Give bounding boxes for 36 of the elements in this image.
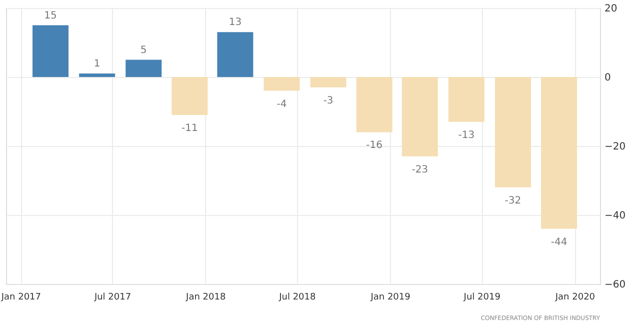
x-tick-label: Jan 2019 [370, 292, 411, 302]
bar [217, 32, 254, 77]
data-label: 1 [94, 58, 100, 70]
y-tick-label: −20 [604, 142, 626, 152]
data-label: -32 [504, 195, 522, 206]
data-label: -13 [458, 130, 475, 141]
data-label: -4 [276, 98, 287, 110]
bar [264, 77, 300, 91]
x-tick-label: Jul 2019 [462, 292, 501, 302]
bar [402, 77, 438, 156]
data-label: 5 [140, 44, 147, 56]
bar [541, 77, 578, 229]
x-tick-label: Jul 2017 [93, 292, 132, 302]
data-label: -16 [366, 140, 383, 152]
bar [32, 25, 69, 77]
data-label: -11 [181, 122, 198, 134]
data-label: -23 [412, 164, 428, 176]
bar [448, 77, 484, 122]
x-tick-label: Jan 2018 [185, 292, 226, 302]
bar [310, 77, 346, 88]
data-label: -44 [550, 236, 568, 248]
x-tick-label: Jul 2018 [278, 292, 316, 302]
data-label: 13 [228, 17, 242, 28]
bar [79, 74, 116, 77]
y-tick-label: 0 [604, 72, 611, 84]
bar [172, 77, 208, 115]
x-tick-label: Jan 2020 [554, 292, 596, 302]
data-label: 15 [44, 10, 57, 22]
x-tick-label: Jan 2017 [0, 292, 41, 302]
y-tick-label: −60 [604, 280, 626, 290]
y-tick-label: −40 [604, 210, 626, 222]
bar [356, 77, 392, 132]
bar [494, 77, 531, 188]
y-tick-label: 20 [604, 4, 618, 14]
bar [126, 60, 162, 77]
data-label: -3 [323, 95, 334, 106]
